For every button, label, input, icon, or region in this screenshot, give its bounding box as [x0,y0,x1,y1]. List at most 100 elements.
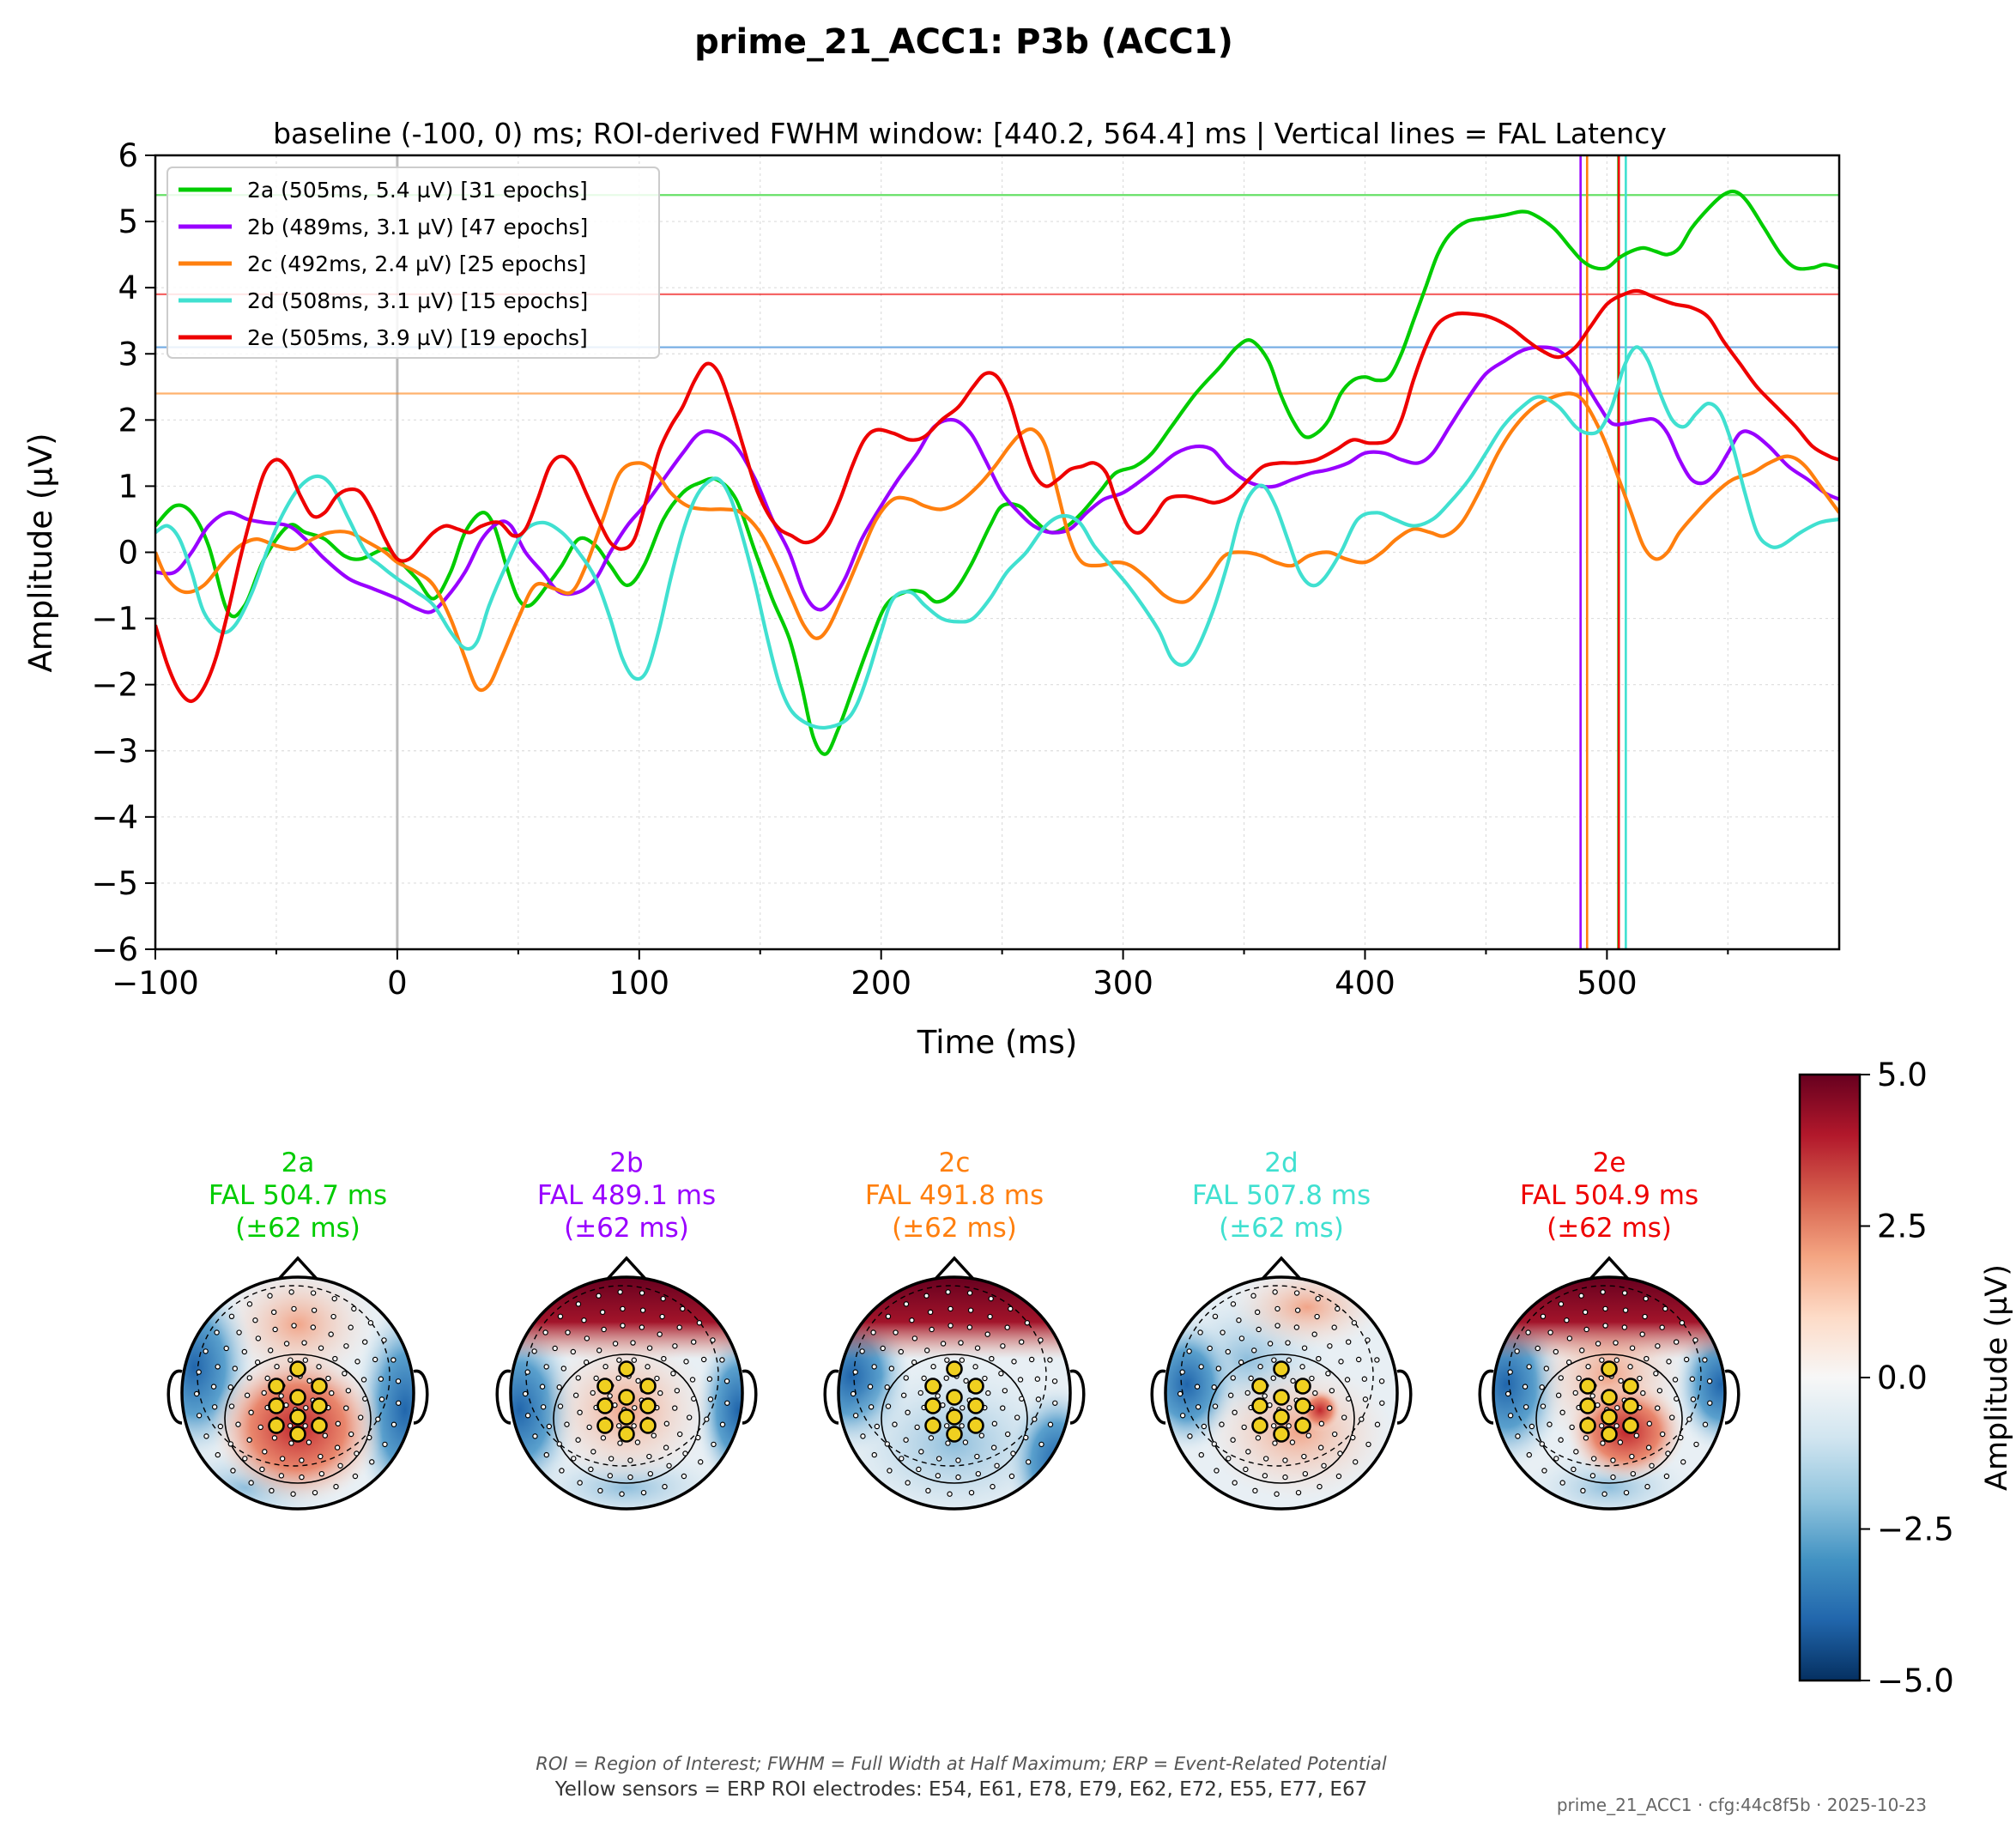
colorbar-gradient [1798,1073,1862,1682]
roi-electrode [967,1417,984,1434]
roi-electrode [596,1417,614,1434]
topomap-label-line: (±62 ms) [235,1213,360,1244]
x-tick-label: −100 [112,965,199,1002]
legend-label: 2e (505ms, 3.9 µV) [19 epochs] [247,325,588,350]
y-tick-label: −1 [91,601,138,638]
x-axis-ticks: −100 0 100 200 300 400 500 [112,949,1729,1002]
x-tick-label: 0 [387,965,408,1002]
x-tick-label: 200 [851,965,911,1002]
head-right-ear [742,1370,758,1425]
roi-electrode [639,1378,657,1395]
roi-electrode [1579,1417,1596,1434]
colorbar-tick-label: −2.5 [1877,1511,1954,1548]
head-left-ear [495,1370,512,1425]
roi-electrode [1294,1417,1311,1434]
y-tick-label: 3 [118,336,138,372]
y-axis-ticks: −6 −5 −4 −3 −2 −1 0 1 2 3 4 5 6 [91,137,155,968]
colorbar-tick-label: 2.5 [1877,1208,1928,1245]
erp-series [155,189,1839,756]
roi-electrode [946,1408,963,1426]
head-outline [180,1275,415,1511]
series-line-2b [155,345,1839,615]
roi-electrode [1251,1378,1268,1395]
head-outline [837,1275,1072,1511]
footer-id: prime_21_ACC1 · cfg:44c8f5b · 2025-10-23 [1557,1795,1927,1815]
head-left-ear [1478,1370,1494,1425]
roi-electrode [946,1389,963,1406]
legend: 2a (505ms, 5.4 µV) [31 epochs] 2b (489ms,… [166,167,660,359]
roi-electrode [967,1378,984,1395]
colorbar: 5.0 2.5 0.0 −2.5 −5.0 Amplitude (µV) [1798,1057,2014,1699]
roi-electrode [924,1417,941,1434]
fal-latency-lines [1579,155,1627,949]
legend-label: 2b (489ms, 3.1 µV) [47 epochs] [247,215,588,239]
x-tick-label: 500 [1577,965,1638,1002]
topomap-label-line: (±62 ms) [1547,1213,1672,1244]
legend-label: 2a (505ms, 5.4 µV) [31 epochs] [247,178,588,203]
head-nose [277,1256,318,1281]
y-tick-label: 5 [118,203,138,240]
y-tick-label: 2 [118,402,138,439]
colorbar-tick-label: −5.0 [1877,1662,1954,1699]
roi-electrode [268,1397,285,1414]
head-nose [1589,1256,1630,1281]
head-left-ear [166,1370,183,1425]
x-axis-label: Time (ms) [917,1024,1078,1061]
topomap-label-line: FAL 491.8 ms [865,1180,1044,1211]
topomap-label-line: FAL 504.9 ms [1520,1180,1698,1211]
topomap-label-line: 2b [609,1148,643,1178]
roi-electrode [311,1378,328,1395]
y-tick-label: 0 [118,535,138,572]
footer-sensors: Yellow sensors = ERP ROI electrodes: E54… [554,1778,1367,1801]
roi-electrode [924,1397,941,1414]
roi-electrode [1273,1426,1290,1443]
legend-label: 2c (492ms, 2.4 µV) [25 epochs] [247,251,586,276]
roi-electrode [618,1408,635,1426]
roi-electrode [639,1397,657,1414]
roi-electrode [618,1426,635,1443]
chart-subtitle: baseline (-100, 0) ms; ROI-derived FWHM … [273,117,1667,150]
head-outline [1492,1275,1727,1511]
topomap-label-line: 2d [1264,1148,1298,1178]
erp-plot: −100 0 100 200 300 400 500 −6 −5 −4 −3 −2 −1 0 1 2 3 4 5 6… [22,137,1841,1061]
head-nose [1261,1256,1302,1281]
x-tick-label: 300 [1093,965,1153,1002]
roi-electrode [1273,1360,1290,1378]
roi-electrode [1273,1389,1290,1406]
roi-electrode [1579,1378,1596,1395]
legend-box [166,167,660,359]
roi-electrode [1579,1397,1596,1414]
roi-electrode [1273,1408,1290,1426]
head-left-ear [1150,1370,1166,1425]
topomap-label-line: 2c [939,1148,971,1178]
roi-electrode [1622,1397,1639,1414]
roi-electrode [1601,1360,1618,1378]
topomap-label-line: (±62 ms) [1219,1213,1344,1244]
head-right-ear [1069,1370,1086,1425]
roi-electrode [1294,1378,1311,1395]
y-tick-label: −4 [91,799,138,836]
roi-electrode [1251,1397,1268,1414]
topomap-label-line: (±62 ms) [892,1213,1017,1244]
footer-abbreviations: ROI = Region of Interest; FWHM = Full Wi… [536,1753,1387,1774]
colorbar-tick-label: 5.0 [1877,1057,1928,1093]
roi-electrode [639,1417,657,1434]
x-tick-label: 400 [1335,965,1395,1002]
roi-electrode [967,1397,984,1414]
series-line-2d [155,345,1839,730]
roi-electrode [924,1378,941,1395]
head-right-ear [1396,1370,1413,1425]
head-outline [509,1275,744,1511]
roi-electrode [1251,1417,1268,1434]
colorbar-label: Amplitude (µV) [1980,1264,2014,1491]
topomap-label-line: (±62 ms) [564,1213,689,1244]
colorbar-tick-label: 0.0 [1877,1360,1928,1396]
y-tick-label: 4 [118,269,138,306]
roi-electrode [1601,1408,1618,1426]
x-tick-label: 100 [608,965,669,1002]
roi-electrode [1294,1397,1311,1414]
roi-electrode [946,1426,963,1443]
